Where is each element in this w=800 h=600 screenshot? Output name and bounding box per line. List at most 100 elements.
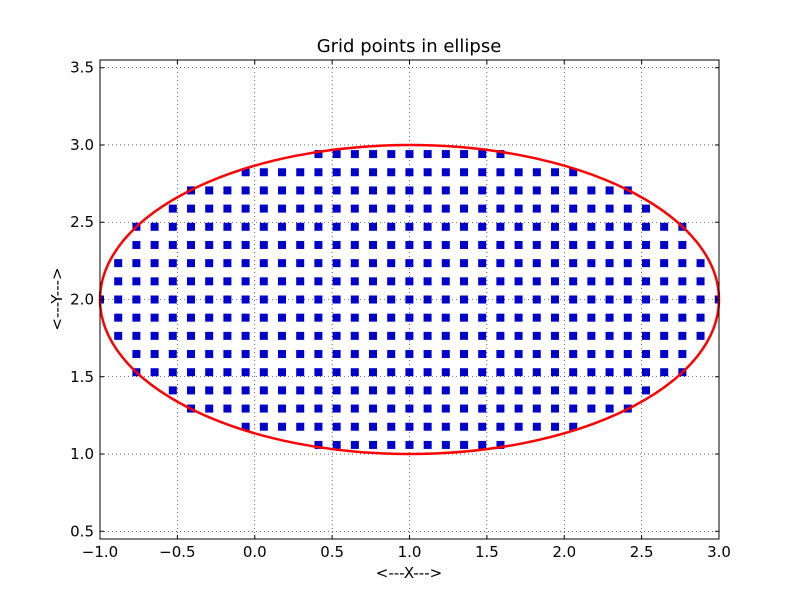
grid-point: [132, 259, 141, 268]
x-tick-label: −0.5: [159, 543, 195, 561]
grid-point: [587, 295, 596, 304]
grid-point: [187, 368, 196, 377]
grid-point: [168, 313, 177, 322]
grid-point: [296, 259, 305, 268]
grid-point: [278, 404, 287, 413]
grid-point: [660, 350, 669, 359]
grid-point: [205, 350, 214, 359]
grid-point: [132, 277, 141, 286]
grid-point: [441, 204, 450, 213]
grid-point: [332, 386, 341, 395]
grid-point: [623, 368, 632, 377]
grid-point: [241, 350, 250, 359]
grid-point: [423, 186, 432, 195]
grid-point: [241, 240, 250, 249]
grid-point: [259, 368, 268, 377]
grid-point: [405, 150, 414, 159]
grid-point: [405, 186, 414, 195]
grid-point: [623, 240, 632, 249]
x-tick-label: 1.5: [475, 543, 499, 561]
grid-point: [550, 204, 559, 213]
grid-point: [314, 440, 323, 449]
grid-point: [187, 204, 196, 213]
grid-point: [223, 277, 232, 286]
grid-point: [441, 168, 450, 177]
grid-point: [387, 386, 396, 395]
grid-point: [605, 277, 614, 286]
grid-point: [350, 331, 359, 340]
grid-point: [314, 186, 323, 195]
grid-point: [150, 222, 159, 231]
grid-point: [605, 222, 614, 231]
grid-point: [532, 295, 541, 304]
x-tick-label: 0.0: [243, 543, 267, 561]
grid-point: [459, 277, 468, 286]
grid-point: [223, 313, 232, 322]
grid-point: [441, 331, 450, 340]
grid-point: [150, 350, 159, 359]
grid-point: [478, 295, 487, 304]
grid-point: [514, 259, 523, 268]
grid-point: [569, 404, 578, 413]
grid-point: [514, 386, 523, 395]
grid-point: [405, 368, 414, 377]
grid-point: [205, 295, 214, 304]
grid-point: [350, 259, 359, 268]
grid-point: [569, 368, 578, 377]
grid-point: [241, 222, 250, 231]
grid-point: [587, 222, 596, 231]
grid-point: [205, 222, 214, 231]
grid-point: [223, 295, 232, 304]
grid-point: [350, 186, 359, 195]
grid-point: [459, 331, 468, 340]
grid-point: [314, 277, 323, 286]
grid-point: [259, 222, 268, 231]
grid-point: [405, 259, 414, 268]
grid-point: [641, 350, 650, 359]
grid-point: [405, 277, 414, 286]
grid-point: [605, 313, 614, 322]
chart-title: Grid points in ellipse: [317, 36, 502, 57]
grid-point: [277, 259, 286, 268]
grid-point: [460, 440, 469, 449]
grid-point: [350, 386, 359, 395]
grid-point: [223, 204, 232, 213]
grid-point: [259, 404, 268, 413]
grid-point: [641, 331, 650, 340]
grid-point: [460, 422, 469, 431]
grid-point: [423, 440, 432, 449]
grid-point: [387, 295, 396, 304]
grid-point: [605, 404, 614, 413]
grid-point: [150, 331, 159, 340]
grid-point: [186, 331, 195, 340]
grid-point: [114, 259, 123, 268]
grid-point: [460, 168, 469, 177]
grid-point: [205, 277, 214, 286]
grid-point: [296, 168, 305, 177]
grid-point: [496, 386, 505, 395]
grid-point: [587, 331, 596, 340]
grid-point: [405, 440, 414, 449]
grid-point: [550, 240, 559, 249]
grid-point: [168, 331, 177, 340]
grid-point: [587, 386, 596, 395]
grid-point: [332, 277, 341, 286]
grid-point: [441, 313, 450, 322]
grid-point: [550, 277, 559, 286]
grid-point: [314, 168, 323, 177]
grid-point: [278, 350, 287, 359]
grid-point: [314, 404, 323, 413]
grid-point: [277, 277, 286, 286]
grid-point: [696, 277, 705, 286]
grid-point: [405, 204, 414, 213]
grid-point: [350, 368, 359, 377]
grid-point: [350, 222, 359, 231]
grid-point: [459, 350, 468, 359]
grid-point: [368, 259, 377, 268]
grid-point: [496, 186, 505, 195]
grid-point: [605, 295, 614, 304]
grid-point: [641, 204, 650, 213]
grid-point: [277, 295, 286, 304]
grid-point: [278, 386, 287, 395]
grid-point: [187, 240, 196, 249]
